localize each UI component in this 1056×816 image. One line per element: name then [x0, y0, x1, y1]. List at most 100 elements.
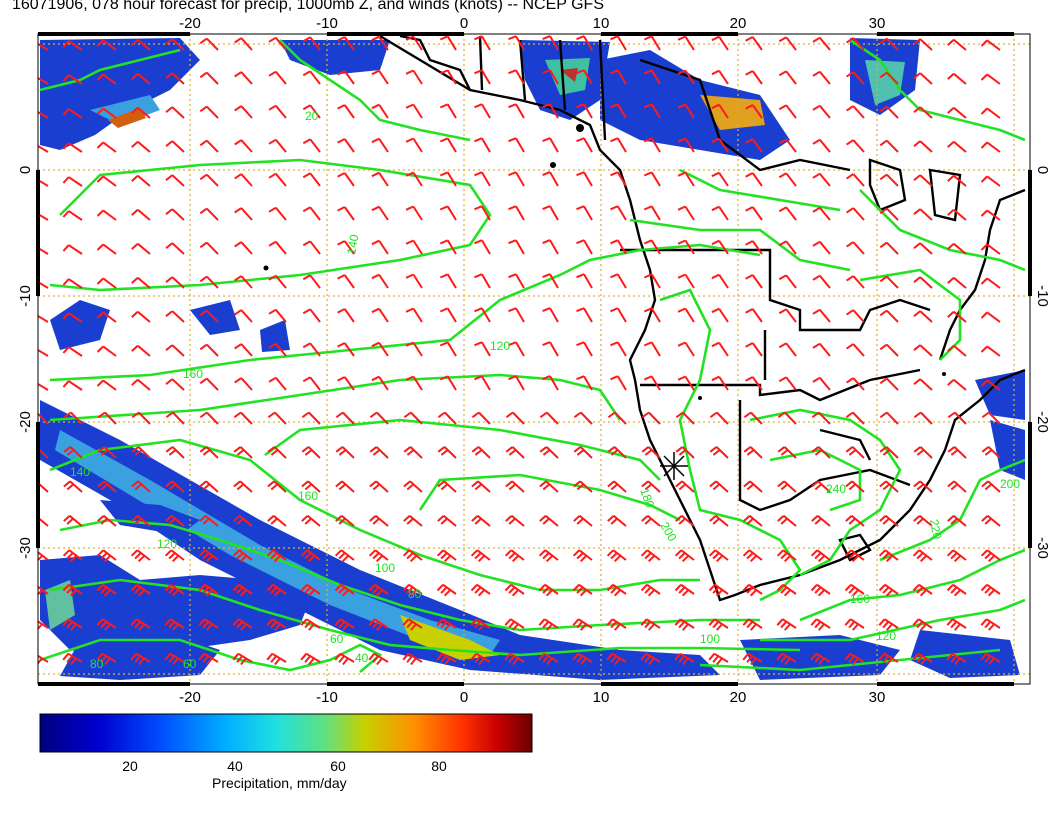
wind-barb — [131, 242, 151, 255]
wind-barb — [777, 480, 797, 493]
wind-barb — [470, 549, 491, 563]
wind-barb — [439, 341, 457, 357]
wind-barb — [846, 241, 865, 255]
lon-label-top: 10 — [593, 15, 610, 32]
wind-barb — [913, 480, 933, 493]
wind-barb — [62, 583, 83, 597]
wind-barb — [131, 310, 151, 323]
wind-barb — [371, 171, 389, 187]
contour-label: 20 — [305, 109, 319, 123]
wind-barb — [640, 652, 661, 666]
wind-barb — [96, 209, 117, 221]
wind-barb — [878, 652, 899, 666]
wind-barb — [946, 549, 967, 563]
wind-barb — [232, 549, 253, 563]
wind-barb — [437, 446, 457, 459]
contour-label: 80 — [90, 657, 104, 671]
wind-barb — [776, 652, 797, 666]
wind-barb — [371, 205, 389, 221]
wind-barb — [268, 342, 287, 357]
wind-barb — [947, 480, 967, 493]
wind-barb — [777, 515, 797, 527]
wind-barb — [505, 480, 525, 493]
wind-barb — [542, 273, 559, 289]
wind-barb — [643, 103, 661, 119]
wind-barb — [165, 106, 185, 119]
wind-barb — [980, 311, 1001, 323]
wind-barb — [508, 375, 525, 391]
wind-barb — [96, 277, 117, 289]
wind-barb — [268, 36, 287, 51]
wind-barb — [198, 618, 219, 631]
wind-barb — [131, 378, 151, 391]
wind-barb — [62, 142, 83, 153]
wind-barb — [302, 70, 321, 85]
wind-barb — [131, 38, 151, 51]
wind-barb — [542, 171, 559, 187]
wind-barb — [610, 273, 627, 289]
wind-barb — [576, 273, 593, 289]
wind-barb — [812, 172, 831, 187]
wind-barb — [980, 141, 1001, 153]
wind-barb — [576, 137, 593, 153]
wind-barb — [981, 515, 1001, 527]
wind-barb — [38, 585, 49, 596]
wind-barb — [405, 341, 423, 357]
wind-barb — [405, 307, 423, 323]
wind-barb — [542, 375, 559, 391]
wind-barb — [199, 411, 219, 425]
wind-barb — [810, 549, 831, 563]
wind-barb — [62, 74, 83, 85]
wind-barb — [505, 411, 525, 425]
wind-barb — [913, 106, 933, 119]
wind-barb — [165, 411, 185, 425]
wind-barb — [368, 583, 389, 597]
wind-barb — [743, 515, 763, 527]
wind-barb — [845, 411, 865, 425]
wind-barb — [980, 107, 1001, 119]
wind-barb — [879, 446, 899, 459]
wind-barb — [778, 206, 797, 221]
wind-barb — [405, 171, 423, 187]
wind-barb — [474, 273, 491, 289]
wind-barb — [38, 280, 49, 289]
lon-label-bottom: -10 — [316, 689, 338, 706]
wind-barb — [198, 652, 219, 666]
wind-barb — [198, 549, 219, 563]
wind-barb — [812, 206, 831, 221]
wind-barb — [846, 139, 865, 153]
frame-ticks — [36, 32, 1032, 686]
wind-barb — [474, 205, 491, 221]
wind-barb — [778, 274, 797, 289]
wind-barb — [164, 618, 185, 631]
wind-barb — [980, 652, 1001, 666]
wind-barb — [708, 549, 729, 563]
contour-label: 220 — [927, 518, 944, 540]
wind-barb — [199, 275, 219, 289]
lon-label-top: 20 — [730, 15, 747, 32]
wind-barb — [234, 309, 253, 323]
wind-barb — [610, 137, 627, 153]
contour-label: 160 — [298, 489, 318, 503]
wind-barb — [913, 38, 933, 51]
wind-barb — [508, 35, 525, 51]
wind-barb — [573, 411, 593, 425]
wind-barb — [711, 205, 729, 221]
wind-barb — [879, 173, 899, 187]
wind-barb — [912, 618, 933, 631]
wind-barb — [199, 515, 219, 527]
wind-barb — [709, 411, 729, 425]
wind-barb — [62, 346, 83, 357]
wind-barb — [199, 173, 219, 187]
wind-barb — [474, 307, 491, 323]
wind-barb — [234, 241, 253, 255]
wind-barb — [199, 343, 219, 357]
wind-barb — [879, 480, 899, 493]
wind-barb — [745, 308, 763, 323]
wind-barb — [878, 618, 899, 631]
lat-label-right: -20 — [1034, 411, 1051, 433]
wind-barb — [947, 208, 967, 221]
wind-barb — [63, 480, 83, 493]
contour-label: 200 — [657, 520, 679, 545]
